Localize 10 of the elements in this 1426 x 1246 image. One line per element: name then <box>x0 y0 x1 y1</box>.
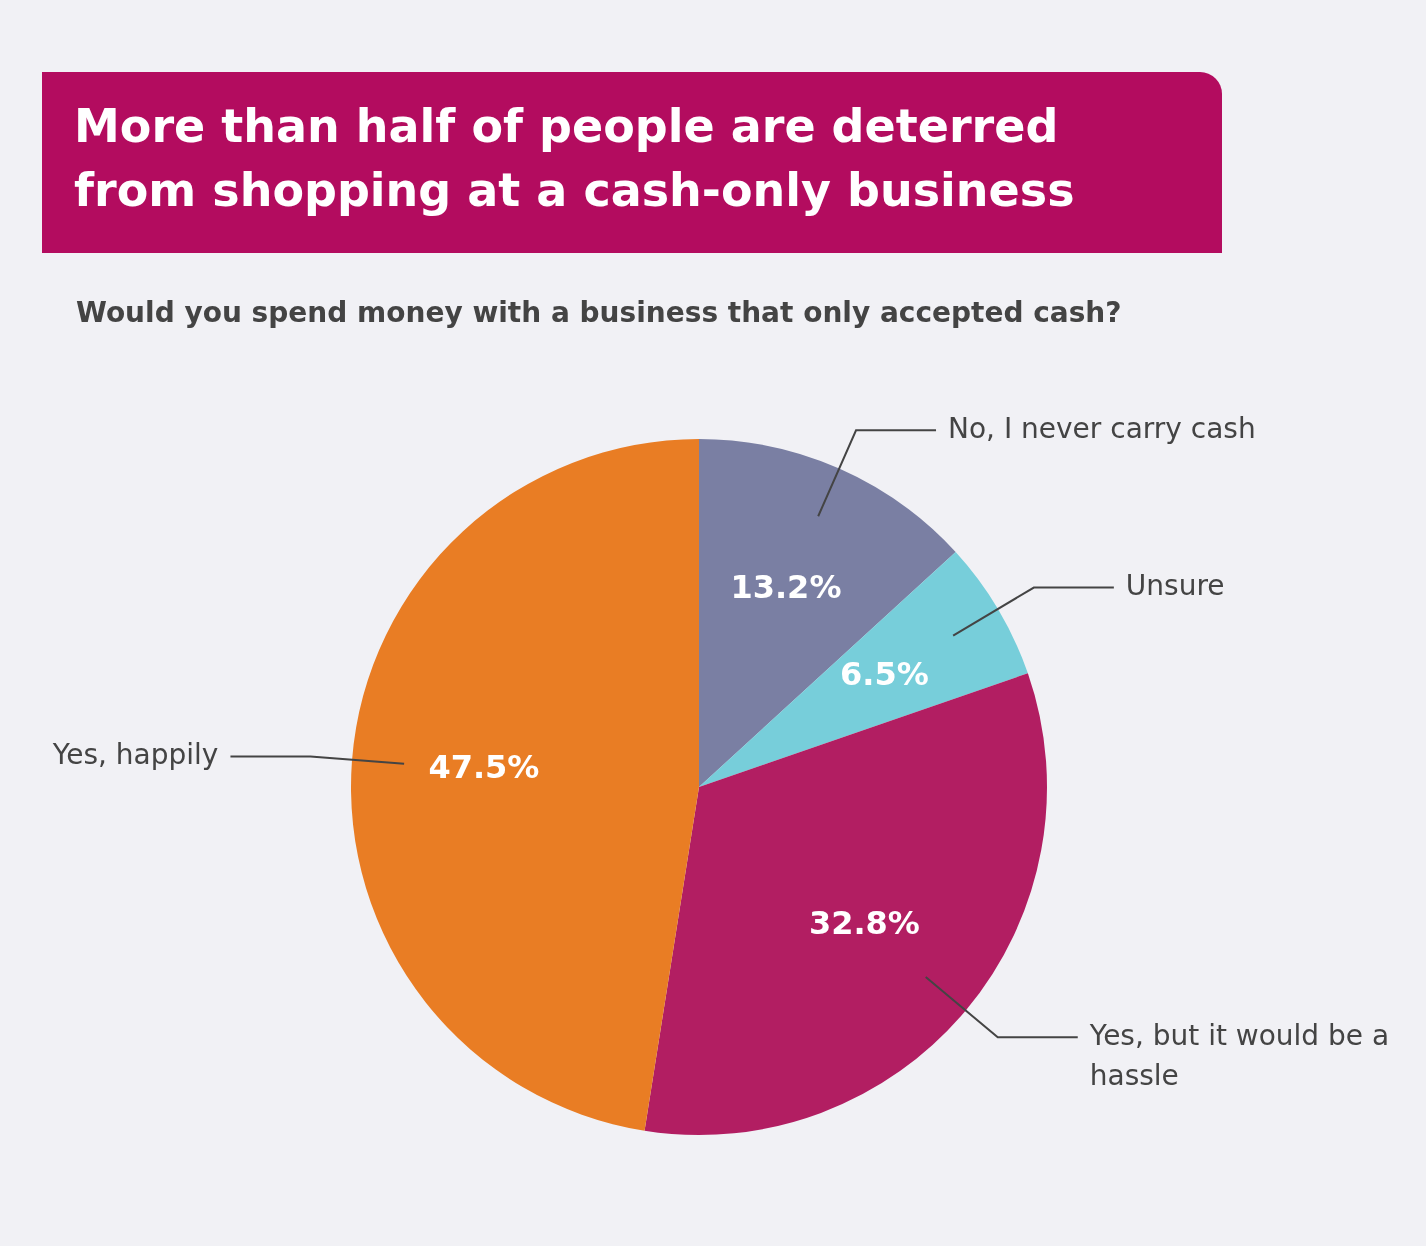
data-label: 6.5% <box>839 654 929 693</box>
slice-label: Unsure <box>1125 568 1225 602</box>
slice-label: No, I never carry cash <box>948 411 1256 445</box>
chart-title: More than half of people are deterred from shopping at a cash-only business <box>42 72 1222 253</box>
data-label: 32.8% <box>808 903 920 942</box>
data-label: 13.2% <box>730 567 842 606</box>
chart-subtitle: Would you spend money with a business that only accepted cash? <box>76 296 1122 329</box>
slice-label: Yes, happily <box>51 737 219 771</box>
slice-label: Yes, but it would be a hassle <box>1088 1018 1390 1092</box>
data-label: 47.5% <box>428 748 540 787</box>
